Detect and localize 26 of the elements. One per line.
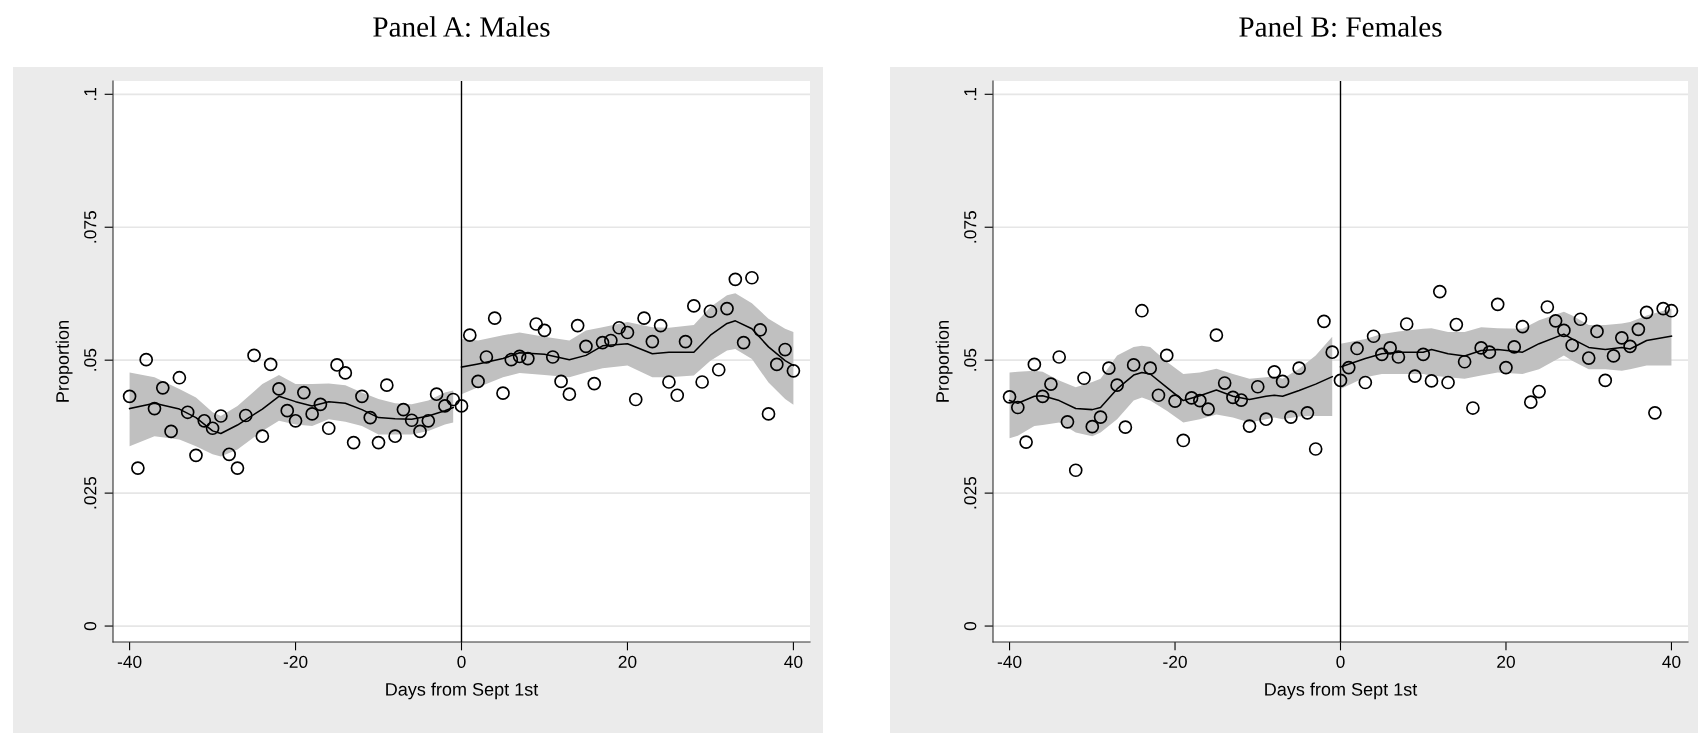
y-tick-label: .05	[964, 348, 977, 371]
y-tick-label: .075	[84, 211, 97, 243]
chart-title: Panel A: Males	[373, 16, 550, 37]
y-tick-label: 0	[84, 621, 97, 631]
y-tick-label: .1	[84, 87, 97, 100]
x-tick-label: 40	[1662, 655, 1681, 668]
x-axis-title: Days from Sept 1st	[386, 682, 539, 700]
x-tick-label: 20	[618, 655, 637, 668]
x-tick-label: -40	[997, 655, 1022, 668]
chart-title: Panel B: Females	[1239, 16, 1442, 37]
y-axis-title: Proportion	[55, 321, 73, 402]
x-tick-label: -20	[1163, 655, 1187, 668]
x-axis-title: Days from Sept 1st	[1265, 682, 1418, 700]
y-tick-label: .1	[964, 87, 977, 100]
x-tick-label: 40	[784, 655, 803, 668]
y-tick-label: .075	[964, 211, 977, 243]
x-tick-label: 20	[1497, 655, 1515, 668]
x-tick-label: 0	[457, 655, 466, 668]
y-tick-label: .025	[964, 476, 977, 509]
y-tick-label: .025	[84, 476, 97, 509]
y-axis-title: Proportion	[935, 321, 953, 402]
x-tick-label: 0	[1336, 655, 1345, 668]
y-tick-label: 0	[964, 621, 977, 631]
y-tick-label: .05	[84, 348, 97, 371]
x-tick-label: -40	[117, 655, 142, 668]
x-tick-label: -20	[283, 655, 308, 668]
